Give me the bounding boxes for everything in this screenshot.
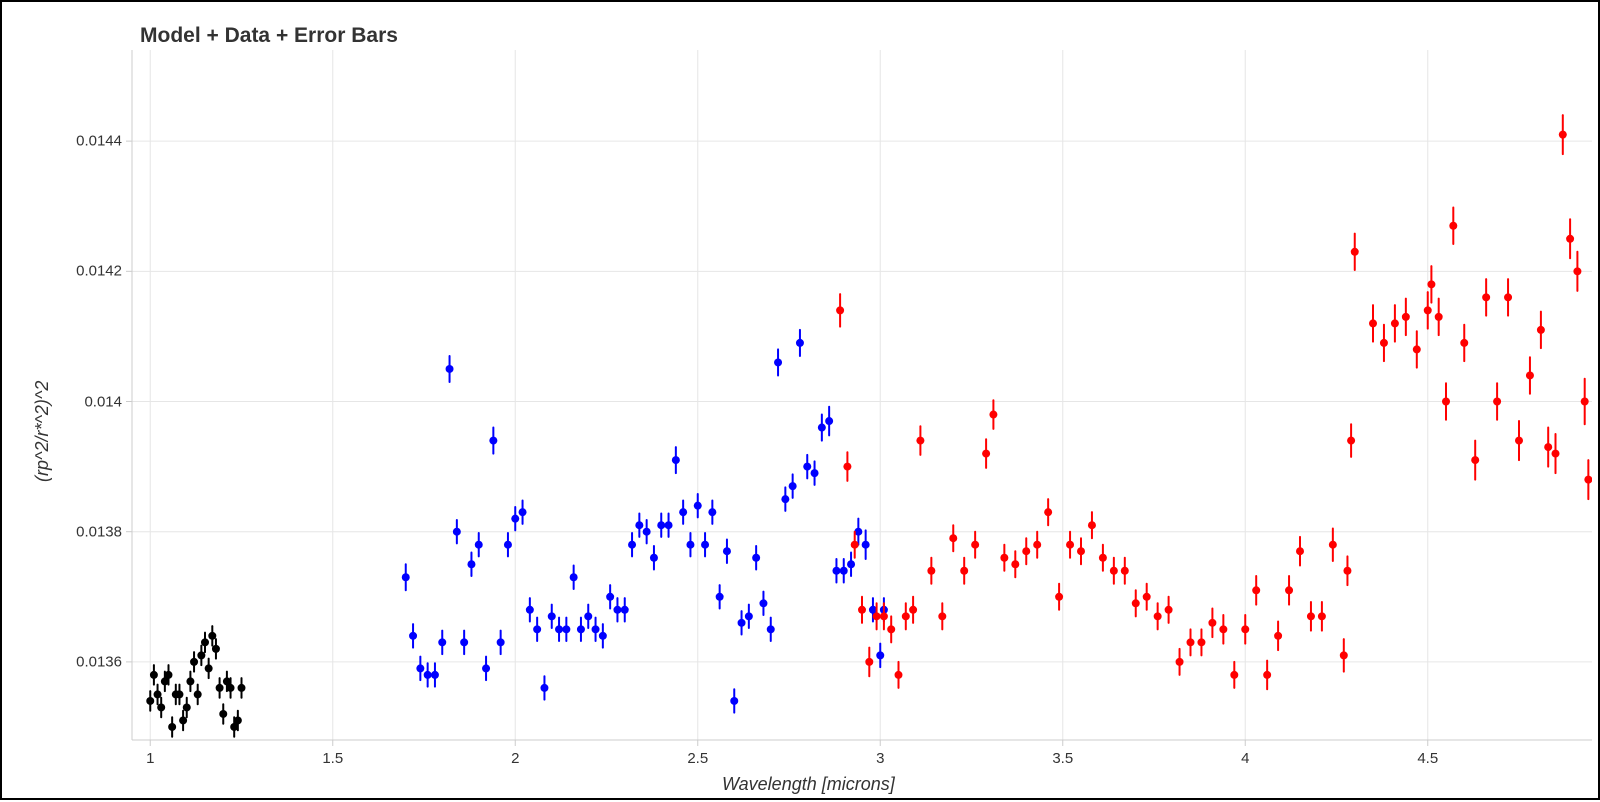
x-tick-label: 1 bbox=[146, 750, 154, 767]
series-black bbox=[146, 626, 245, 737]
grid bbox=[132, 50, 1592, 740]
y-tick-label: 0.0138 bbox=[62, 523, 122, 540]
y-tick-label: 0.014 bbox=[62, 393, 122, 410]
x-tick-label: 3.5 bbox=[1052, 750, 1073, 767]
series-red bbox=[836, 115, 1592, 689]
x-tick-label: 3 bbox=[876, 750, 884, 767]
series-blue bbox=[402, 2, 888, 713]
x-tick-label: 2 bbox=[511, 750, 519, 767]
x-tick-label: 4.5 bbox=[1417, 750, 1438, 767]
x-tick-label: 2.5 bbox=[687, 750, 708, 767]
chart-wrapper: Model + Data + Error Bars (rp^2/r*^2)^2 … bbox=[0, 0, 1600, 800]
y-tick-label: 0.0136 bbox=[62, 653, 122, 670]
x-tick-label: 1.5 bbox=[322, 750, 343, 767]
x-tick-label: 4 bbox=[1241, 750, 1249, 767]
data-layer bbox=[146, 2, 1592, 737]
scatter-plot bbox=[2, 2, 1600, 802]
y-tick-label: 0.0142 bbox=[62, 263, 122, 280]
y-tick-label: 0.0144 bbox=[62, 133, 122, 150]
